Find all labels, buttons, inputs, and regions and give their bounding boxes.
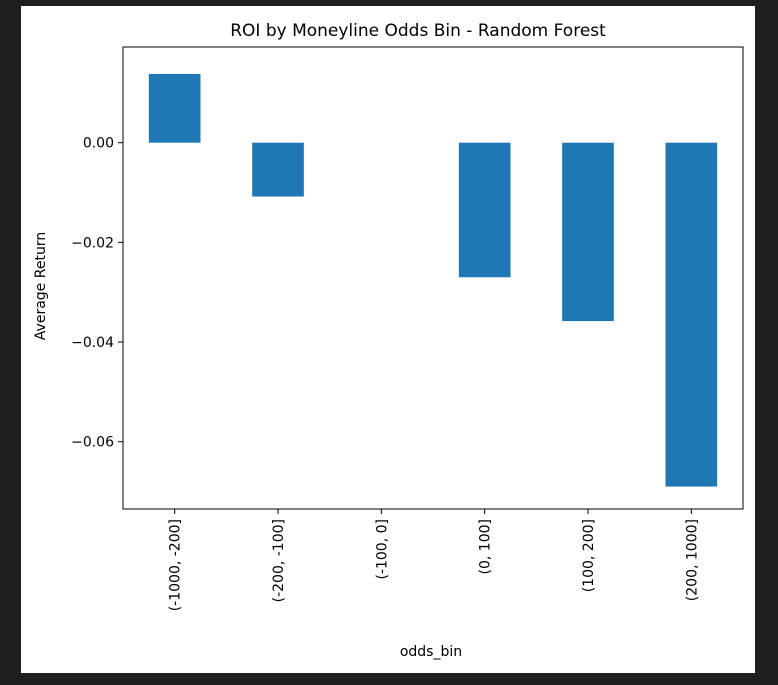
x-tick-label: (-100, 0] (374, 519, 390, 580)
bar-5 (665, 142, 718, 487)
bar-1 (252, 142, 304, 197)
plot-frame (122, 46, 744, 510)
x-tick-label: (-1000, -200] (168, 519, 184, 611)
y-tick-label: −0.02 (71, 235, 114, 251)
x-tick-label: (0, 100] (478, 519, 494, 574)
bar-0 (148, 73, 201, 143)
y-tick-label: −0.06 (71, 435, 114, 451)
y-tick-label: −0.04 (71, 335, 114, 351)
x-tick-label: (200, 1000] (684, 519, 700, 601)
x-tick-label: (-200, -100] (271, 519, 287, 602)
bar-3 (458, 142, 511, 278)
bar-chart: ROI by Moneyline Odds Bin - Random Fores… (33, 21, 744, 660)
y-axis: 0.00 −0.02 −0.04 −0.06 (71, 136, 123, 451)
y-tick-label: 0.00 (83, 136, 114, 152)
x-axis-label: odds_bin (400, 644, 462, 660)
x-tick-label: (100, 200] (581, 519, 597, 592)
bar-4 (562, 142, 614, 322)
y-axis-label: Average Return (33, 232, 49, 340)
bars-group (148, 73, 718, 487)
x-axis: (-1000, -200] (-200, -100] (-100, 0] (0, 10… (168, 509, 700, 611)
chart-figure: ROI by Moneyline Odds Bin - Random Fores… (21, 6, 755, 673)
chart-title: ROI by Moneyline Odds Bin - Random Fores… (230, 21, 606, 41)
